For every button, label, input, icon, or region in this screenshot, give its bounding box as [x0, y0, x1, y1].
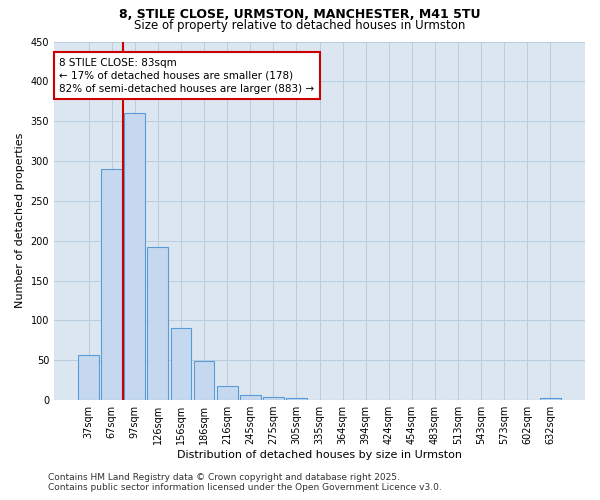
Bar: [148, 247, 168, 400]
Bar: [194, 361, 214, 400]
Bar: [78, 354, 99, 400]
Bar: [286, 398, 307, 400]
Bar: [101, 169, 122, 400]
Y-axis label: Number of detached properties: Number of detached properties: [15, 133, 25, 308]
X-axis label: Distribution of detached houses by size in Urmston: Distribution of detached houses by size …: [177, 450, 462, 460]
Text: 8, STILE CLOSE, URMSTON, MANCHESTER, M41 5TU: 8, STILE CLOSE, URMSTON, MANCHESTER, M41…: [119, 8, 481, 20]
Text: Contains HM Land Registry data © Crown copyright and database right 2025.
Contai: Contains HM Land Registry data © Crown c…: [48, 473, 442, 492]
Bar: [540, 398, 561, 400]
Text: Size of property relative to detached houses in Urmston: Size of property relative to detached ho…: [134, 19, 466, 32]
Bar: [240, 394, 260, 400]
Bar: [263, 397, 284, 400]
Bar: [170, 328, 191, 400]
Bar: [124, 113, 145, 400]
Bar: [217, 386, 238, 400]
Text: 8 STILE CLOSE: 83sqm
← 17% of detached houses are smaller (178)
82% of semi-deta: 8 STILE CLOSE: 83sqm ← 17% of detached h…: [59, 58, 314, 94]
